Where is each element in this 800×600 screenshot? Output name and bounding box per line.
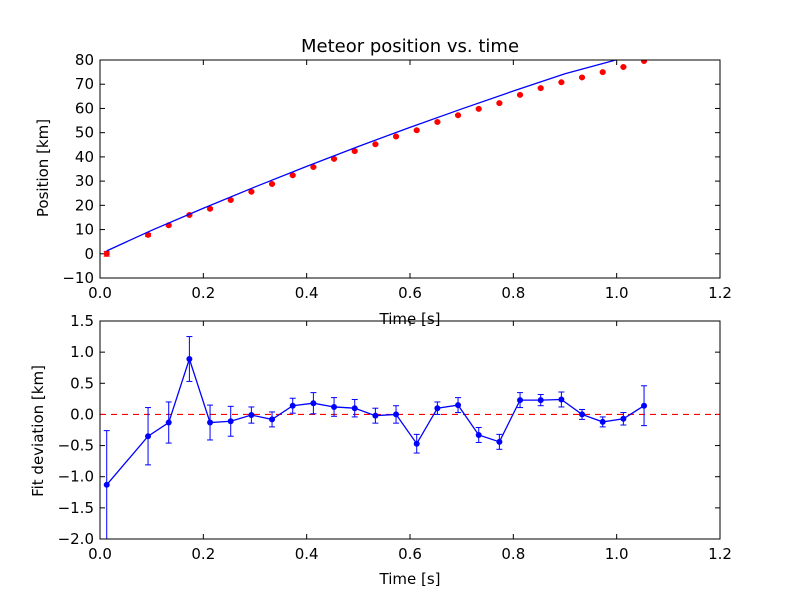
y-tick-label: 20: [75, 196, 94, 214]
data-point: [372, 412, 379, 419]
data-point: [434, 119, 441, 126]
data-point: [165, 419, 172, 426]
x-tick-label: 0.6: [398, 284, 422, 302]
data-point: [599, 69, 606, 76]
y-tick-label: 0.0: [70, 405, 94, 423]
y-tick-label: 50: [75, 124, 94, 142]
data-point: [413, 440, 420, 447]
deviation-line: [106, 356, 645, 486]
x-tick-label: 0.0: [88, 545, 112, 563]
data-point: [413, 127, 420, 134]
y-tick-label: 10: [75, 221, 94, 239]
data-point: [351, 148, 358, 155]
data-point: [641, 402, 648, 409]
data-point: [434, 405, 441, 412]
x-tick-label: 0.2: [191, 545, 215, 563]
y-axis-label: Fit deviation [km]: [29, 365, 47, 497]
data-point: [537, 85, 544, 92]
data-point: [351, 405, 358, 412]
data-point: [517, 91, 524, 98]
data-point: [227, 418, 234, 425]
data-point: [537, 397, 544, 404]
y-axis-label: Position [km]: [34, 119, 52, 217]
x-tick-label: 0.6: [398, 545, 422, 563]
data-point: [372, 141, 379, 148]
y-tick-label: −1.5: [58, 499, 94, 517]
data-point: [269, 181, 276, 188]
x-tick-label: 0.0: [88, 284, 112, 302]
data-point: [455, 112, 462, 119]
data-point: [248, 412, 255, 419]
data-point: [579, 74, 586, 81]
data-point: [310, 164, 317, 171]
y-tick-label: −1.0: [58, 468, 94, 486]
plot-frame: [99, 320, 721, 540]
data-point: [475, 431, 482, 438]
data-point: [207, 419, 214, 426]
plot-area: [103, 60, 648, 257]
data-point: [599, 418, 606, 425]
data-point: [579, 411, 586, 418]
data-point: [145, 433, 152, 440]
y-tick-label: 1.5: [70, 312, 94, 330]
y-tick-label: −2.0: [58, 530, 94, 548]
y-tick-label: 0.5: [70, 374, 94, 392]
data-point: [207, 205, 214, 212]
y-tick-label: 0: [84, 245, 94, 263]
x-tick-label: 0.8: [501, 545, 525, 563]
x-tick-label: 0.4: [295, 284, 319, 302]
y-tick-label: 1.0: [70, 343, 94, 361]
y-tick-label: 80: [75, 51, 94, 69]
x-tick-label: 0.8: [501, 284, 525, 302]
data-point: [289, 402, 296, 409]
plot-area: [100, 336, 720, 539]
x-axis-label: Time [s]: [379, 570, 441, 588]
x-tick-label: 1.0: [605, 284, 629, 302]
x-tick-label: 1.2: [708, 284, 732, 302]
y-tick-label: −10: [62, 269, 94, 287]
x-tick-label: 0.2: [191, 284, 215, 302]
x-tick-label: 1.0: [605, 545, 629, 563]
data-point: [393, 411, 400, 418]
data-point: [475, 105, 482, 112]
data-point: [558, 79, 565, 86]
data-point: [248, 188, 255, 195]
plot-frame: [99, 59, 721, 279]
x-axis-label: Time [s]: [379, 310, 441, 328]
fit-line: [106, 60, 648, 252]
y-tick-label: 70: [75, 75, 94, 93]
y-tick-label: 30: [75, 172, 94, 190]
deviation-chart: Time [s] Fit deviation [km] 0.0 0.2 0.4 0.6…: [29, 312, 732, 588]
x-tick-label: 1.2: [708, 545, 732, 563]
data-point: [186, 355, 193, 362]
chart-title: Meteor position vs. time: [301, 36, 519, 57]
data-point: [393, 133, 400, 140]
data-point: [103, 250, 110, 257]
data-point: [496, 100, 503, 107]
data-point: [558, 396, 565, 403]
data-point: [455, 402, 462, 409]
data-point: [289, 172, 296, 179]
data-point: [310, 400, 317, 407]
data-point: [517, 397, 524, 404]
y-tick-label: 40: [75, 148, 94, 166]
data-point: [496, 438, 503, 445]
data-point: [620, 415, 627, 422]
data-point: [620, 64, 627, 71]
data-point: [641, 60, 648, 64]
x-tick-label: 0.4: [295, 545, 319, 563]
position-chart: Meteor position vs. time Time [s] Positi…: [34, 36, 732, 328]
y-tick-label: 60: [75, 99, 94, 117]
data-point: [269, 416, 276, 423]
data-point: [103, 481, 110, 488]
y-tick-label: −0.5: [58, 437, 94, 455]
data-point: [331, 403, 338, 410]
